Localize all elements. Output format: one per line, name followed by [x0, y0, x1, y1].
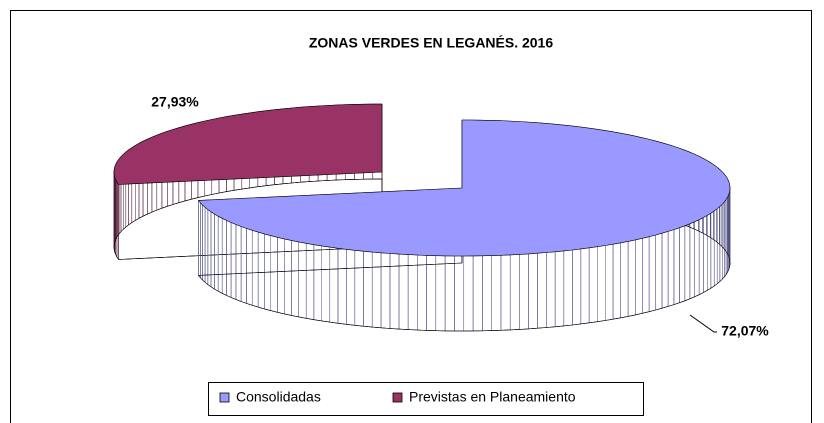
pie [113, 103, 731, 332]
slice-top [113, 103, 383, 185]
slice-outline [113, 178, 383, 260]
slice-top [197, 119, 731, 257]
legend-swatch [392, 392, 403, 403]
chart-title: ZONAS VERDES EN LEGANÉS. 2016 [309, 35, 554, 51]
chart-border [10, 10, 812, 423]
legend-swatch [219, 392, 230, 403]
data-label: 72,07% [721, 323, 769, 339]
legend [208, 382, 644, 416]
legend-label: Consolidadas [236, 389, 321, 405]
data-label: 27,93% [151, 94, 199, 110]
leader-line [689, 314, 717, 333]
legend-label: Previstas en Planeamiento [409, 389, 576, 405]
